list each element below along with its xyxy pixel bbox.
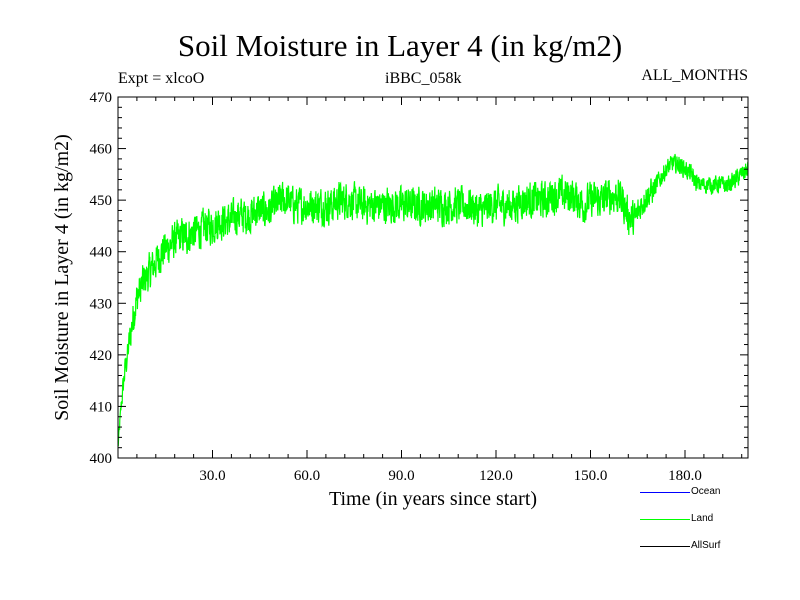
y-tick-label: 440 <box>90 245 113 261</box>
legend-label-land: Land <box>691 513 714 524</box>
legend-label-ocean: Ocean <box>691 486 721 497</box>
y-tick-label: 420 <box>90 348 113 364</box>
x-tick-label: 180.0 <box>668 468 702 484</box>
x-tick-label: 150.0 <box>574 468 608 484</box>
x-tick-label: 120.0 <box>479 468 513 484</box>
y-tick-label: 400 <box>90 451 113 467</box>
y-axis-label: Soil Moisture in Layer 4 (in kg/m2) <box>51 134 73 421</box>
x-tick-label: 60.0 <box>294 468 320 484</box>
series-line-land <box>117 153 749 447</box>
x-axis-label: Time (in years since start) <box>329 488 537 510</box>
legend-swatch-allsurf <box>640 546 690 547</box>
x-tick-label: 90.0 <box>388 468 414 484</box>
y-tick-label: 410 <box>90 399 113 415</box>
run-id-label: iBBC_058k <box>385 70 462 87</box>
months-label: ALL_MONTHS <box>641 67 748 84</box>
legend-item-land: Land <box>640 513 760 527</box>
plot-frame <box>117 96 749 459</box>
legend-label-allsurf: AllSurf <box>691 540 721 551</box>
y-tick-label: 450 <box>90 193 113 209</box>
x-tick-label: 30.0 <box>199 468 225 484</box>
experiment-label: Expt = xlcoO <box>118 70 205 87</box>
legend-item-allsurf: AllSurf <box>640 540 760 554</box>
y-tick-label: 460 <box>90 142 113 158</box>
legend-swatch-land <box>640 519 690 520</box>
chart-title: Soil Moisture in Layer 4 (in kg/m2) <box>177 28 623 63</box>
legend-item-ocean: Ocean <box>640 486 760 500</box>
legend-swatch-ocean <box>640 492 690 493</box>
y-tick-label: 470 <box>90 90 113 106</box>
y-tick-label: 430 <box>90 296 113 312</box>
